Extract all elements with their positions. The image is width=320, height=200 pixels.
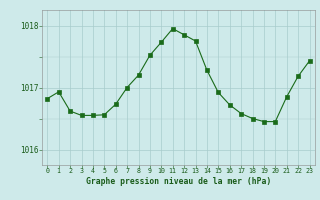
X-axis label: Graphe pression niveau de la mer (hPa): Graphe pression niveau de la mer (hPa) xyxy=(86,177,271,186)
